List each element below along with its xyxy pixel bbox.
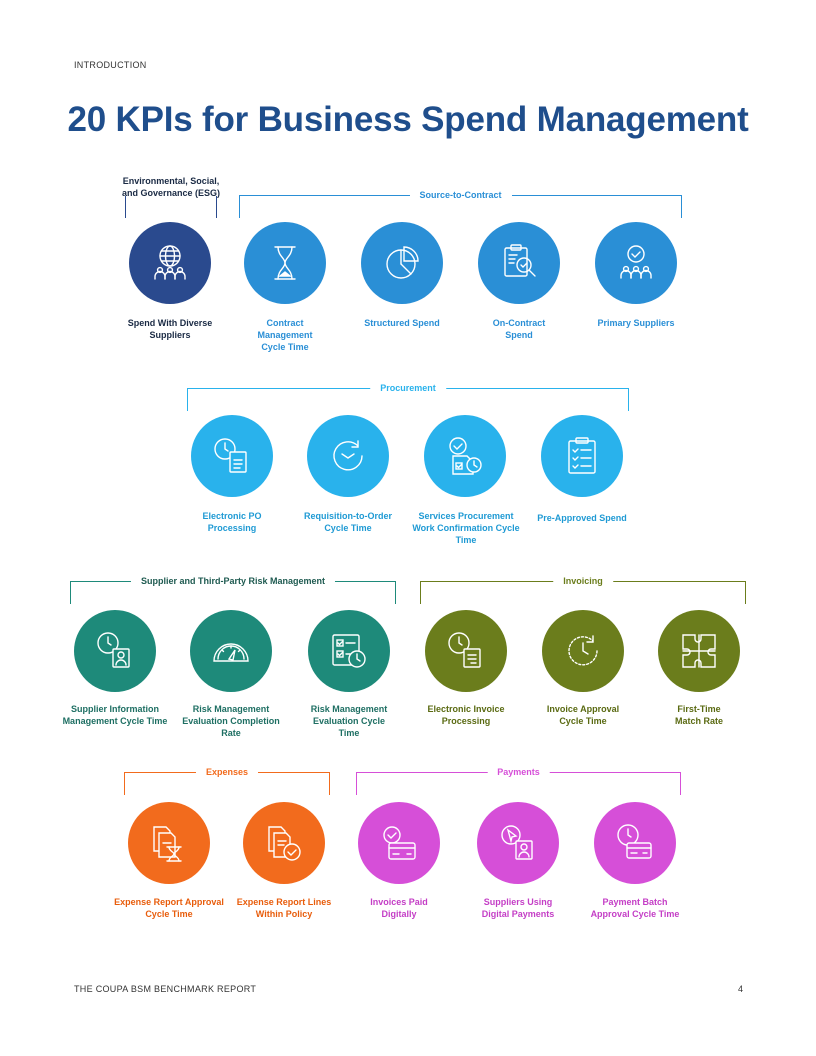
group-bracket-procurement: Procurement [187, 382, 629, 411]
kpi-circle-on-contract-spend [478, 222, 560, 304]
group-bracket-risk: Supplier and Third-Party Risk Management [70, 575, 396, 604]
group-bracket-invoicing: Invoicing [420, 575, 746, 604]
check-document-clock-icon [449, 437, 482, 475]
kpi-label: Invoice Approval Cycle Time [546, 704, 620, 726]
kpi-label: Risk Management Evaluation Completion Ra… [182, 704, 280, 738]
kpi-label: Electronic PO Processing [202, 511, 262, 533]
kpi-circle-invoice-approval [542, 610, 624, 692]
kpi-label: Services Procurement Work Confirmation C… [412, 511, 520, 545]
kpi-circle-first-time-match [658, 610, 740, 692]
kpi-circle-primary-suppliers [595, 222, 677, 304]
kpi-label: Electronic Invoice Processing [427, 704, 505, 726]
kpi-circle-supplier-info-mgmt [74, 610, 156, 692]
kpi-label: Suppliers Using Digital Payments [481, 897, 555, 919]
group-label-procurement: Procurement [370, 382, 446, 395]
clock-document-icon [214, 438, 247, 473]
cursor-profile-icon [501, 825, 533, 860]
group-label-source-to-contract: Source-to-Contract [409, 189, 512, 202]
group-label-esg: Environmental, Social, and Governance (E… [121, 176, 221, 198]
group-label-payments: Payments [487, 766, 550, 779]
kpi-label: First-Time Match Rate [674, 704, 723, 726]
puzzle-icon [682, 634, 716, 668]
kpi-label: Requisition-to-Order Cycle Time [304, 511, 392, 533]
kpi-circle-spend-diverse-suppliers [129, 222, 211, 304]
kpi-label: Expense Report Approval Cycle Time [114, 897, 224, 919]
checklist-clock-icon [332, 634, 366, 668]
clock-profile-icon [97, 632, 130, 668]
group-label-invoicing: Invoicing [553, 575, 613, 588]
pie-chart-icon [386, 246, 419, 279]
footer-page-number: 4 [738, 984, 744, 994]
gauge-icon [213, 643, 249, 662]
kpi-circle-electronic-po [191, 415, 273, 497]
kpi-circle-pre-approved-spend [541, 415, 623, 497]
kpi-label: Expense Report Lines Within Policy [236, 897, 332, 919]
kpi-label: Primary Suppliers [597, 318, 675, 328]
group-bracket-expenses: Expenses [124, 766, 330, 795]
clipboard-magnifier-icon [504, 244, 536, 277]
footer-report-name: THE COUPA BSM BENCHMARK REPORT [74, 984, 257, 994]
group-bracket-source-to-contract: Source-to-Contract [239, 189, 682, 218]
group-label-risk: Supplier and Third-Party Risk Management [130, 575, 336, 588]
page-title: 20 KPIs for Business Spend Management [67, 100, 749, 139]
group-bracket-payments: Payments [356, 766, 681, 795]
circular-arrow-icon [333, 440, 363, 471]
kpi-label: Payment Batch Approval Cycle Time [590, 897, 680, 919]
kpi-circle-requisition-to-order [307, 415, 389, 497]
kpi-circle-expense-lines-policy [243, 802, 325, 884]
clock-arrow-icon [568, 635, 598, 666]
kpi-circle-contract-cycle-time [244, 222, 326, 304]
kpi-label: On-Contract Spend [492, 318, 546, 340]
globe-people-icon [154, 245, 186, 280]
section-label: INTRODUCTION [74, 60, 147, 70]
kpi-circle-services-procurement [424, 415, 506, 497]
checklist-icon [568, 437, 596, 474]
group-label-expenses: Expenses [195, 766, 259, 779]
documents-hourglass-icon [153, 826, 182, 862]
kpi-circle-risk-completion-rate [190, 610, 272, 692]
kpi-label: Structured Spend [364, 318, 440, 328]
clock-invoice-icon [448, 632, 481, 668]
kpi-circle-payment-batch [594, 802, 676, 884]
kpi-label: Contract Management Cycle Time [257, 318, 313, 352]
people-check-icon [620, 245, 652, 279]
kpi-circle-risk-cycle-time [308, 610, 390, 692]
kpi-label: Pre-Approved Spend [537, 513, 627, 523]
kpi-circle-expense-approval [128, 802, 210, 884]
kpi-label: Invoices Paid Digitally [370, 897, 428, 919]
clock-card-icon [617, 824, 652, 859]
kpi-label: Spend With Diverse Suppliers [127, 318, 213, 340]
hourglass-icon [274, 246, 296, 280]
kpi-circle-suppliers-digital-payments [477, 802, 559, 884]
kpi-circle-electronic-invoice [425, 610, 507, 692]
check-card-icon [383, 826, 416, 860]
documents-check-icon [268, 826, 301, 861]
group-bracket-esg-bottom [125, 196, 217, 218]
kpi-label: Risk Management Evaluation Cycle Time [310, 704, 388, 738]
kpi-circle-structured-spend [361, 222, 443, 304]
kpi-circle-invoices-paid-digitally [358, 802, 440, 884]
kpi-label: Supplier Information Management Cycle Ti… [62, 704, 168, 726]
